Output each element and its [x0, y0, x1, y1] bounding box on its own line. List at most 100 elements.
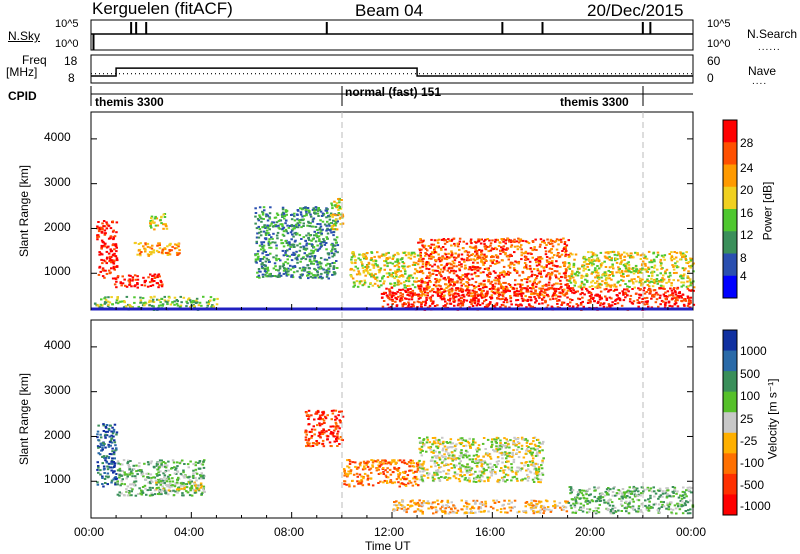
power-cell — [109, 248, 112, 251]
power-cell — [618, 299, 622, 302]
power-cell — [490, 290, 494, 293]
power-cell — [474, 246, 478, 249]
velocity-cell — [321, 418, 325, 421]
power-cell — [610, 259, 613, 262]
power-cell — [295, 224, 298, 227]
power-cell — [291, 225, 294, 228]
power-cell — [689, 281, 693, 284]
velocity-cell — [105, 461, 109, 464]
power-cell — [472, 261, 475, 264]
velocity-cell — [149, 482, 152, 485]
power-cell — [473, 291, 476, 294]
power-cell — [564, 272, 567, 275]
power-cell — [151, 275, 154, 278]
power-cell — [630, 256, 633, 259]
power-cell — [308, 258, 312, 261]
power-cell — [663, 306, 667, 309]
power-cell — [500, 238, 503, 240]
velocity-cell — [388, 468, 392, 471]
velocity-cell — [113, 457, 116, 460]
power-cell — [100, 239, 104, 242]
velocity-cell — [363, 472, 367, 475]
power-cell — [636, 253, 639, 256]
power-cell — [413, 253, 417, 255]
power-cell — [370, 274, 374, 277]
power-cell — [584, 278, 587, 281]
power-cell — [545, 244, 548, 246]
power-cell — [115, 246, 118, 249]
power-cell — [325, 242, 328, 244]
power-cell — [427, 287, 430, 290]
velocity-cell — [163, 464, 167, 466]
power-cell — [580, 282, 584, 285]
power-cell — [493, 306, 497, 309]
power-cell — [544, 250, 548, 253]
velocity-cell — [170, 467, 173, 470]
power-cell — [553, 254, 556, 257]
power-cell — [396, 258, 399, 261]
power-cell — [625, 252, 629, 255]
power-cell — [474, 300, 477, 303]
velocity-cell — [389, 481, 392, 484]
velocity-cell — [556, 504, 559, 507]
power-cell — [263, 224, 266, 227]
power-cell — [270, 236, 273, 239]
power-cell — [529, 247, 533, 250]
power-cell — [349, 274, 353, 277]
power-cell — [452, 237, 455, 240]
power-cell — [534, 301, 537, 304]
power-cell — [449, 283, 452, 286]
power-cell — [583, 257, 586, 260]
velocity-cell — [384, 460, 387, 462]
power-cell — [486, 238, 489, 240]
power-cell — [548, 272, 551, 275]
power-cell — [352, 285, 355, 288]
power-cell — [569, 287, 572, 290]
power-cell — [372, 274, 375, 277]
power-cell — [310, 244, 314, 247]
velocity-cell — [104, 475, 108, 478]
velocity-cell — [202, 488, 205, 491]
power-cell — [685, 261, 688, 264]
power-cell — [507, 264, 511, 267]
power-cell — [462, 258, 466, 261]
power-cell — [149, 220, 152, 222]
velocity-cell — [532, 509, 535, 512]
power-cell — [254, 207, 257, 210]
velocity-cell — [398, 472, 402, 474]
power-cell — [465, 293, 469, 296]
power-cell — [125, 285, 129, 288]
velocity-cell — [104, 430, 108, 433]
power-cell — [101, 275, 105, 278]
velocity-cell — [156, 474, 159, 477]
power-cell — [157, 304, 161, 307]
power-cell — [471, 277, 474, 280]
power-cell — [355, 280, 359, 283]
power-cell — [335, 228, 339, 231]
velocity-cell — [176, 481, 179, 484]
power-cell — [668, 304, 672, 307]
power-cell — [98, 226, 101, 229]
power-cell — [313, 257, 316, 260]
power-cell — [595, 258, 599, 261]
power-cell — [641, 260, 645, 263]
velocity-cell — [417, 461, 420, 464]
velocity-cell — [409, 500, 412, 503]
power-cell — [604, 266, 608, 268]
power-cell — [458, 261, 461, 264]
velocity-cell — [367, 483, 370, 486]
power-cell — [439, 268, 443, 271]
power-cell — [519, 285, 522, 288]
power-cell — [447, 267, 451, 270]
velocity-cell — [200, 493, 203, 495]
power-cell — [279, 274, 283, 277]
power-cell — [358, 282, 362, 285]
power-cell — [564, 267, 568, 270]
velocity-cell — [161, 489, 164, 491]
power-cell — [623, 255, 627, 258]
power-cell — [477, 285, 481, 288]
power-cell — [594, 276, 597, 279]
power-cell — [114, 255, 118, 258]
power-cell — [334, 224, 337, 227]
velocity-cell — [460, 499, 463, 502]
